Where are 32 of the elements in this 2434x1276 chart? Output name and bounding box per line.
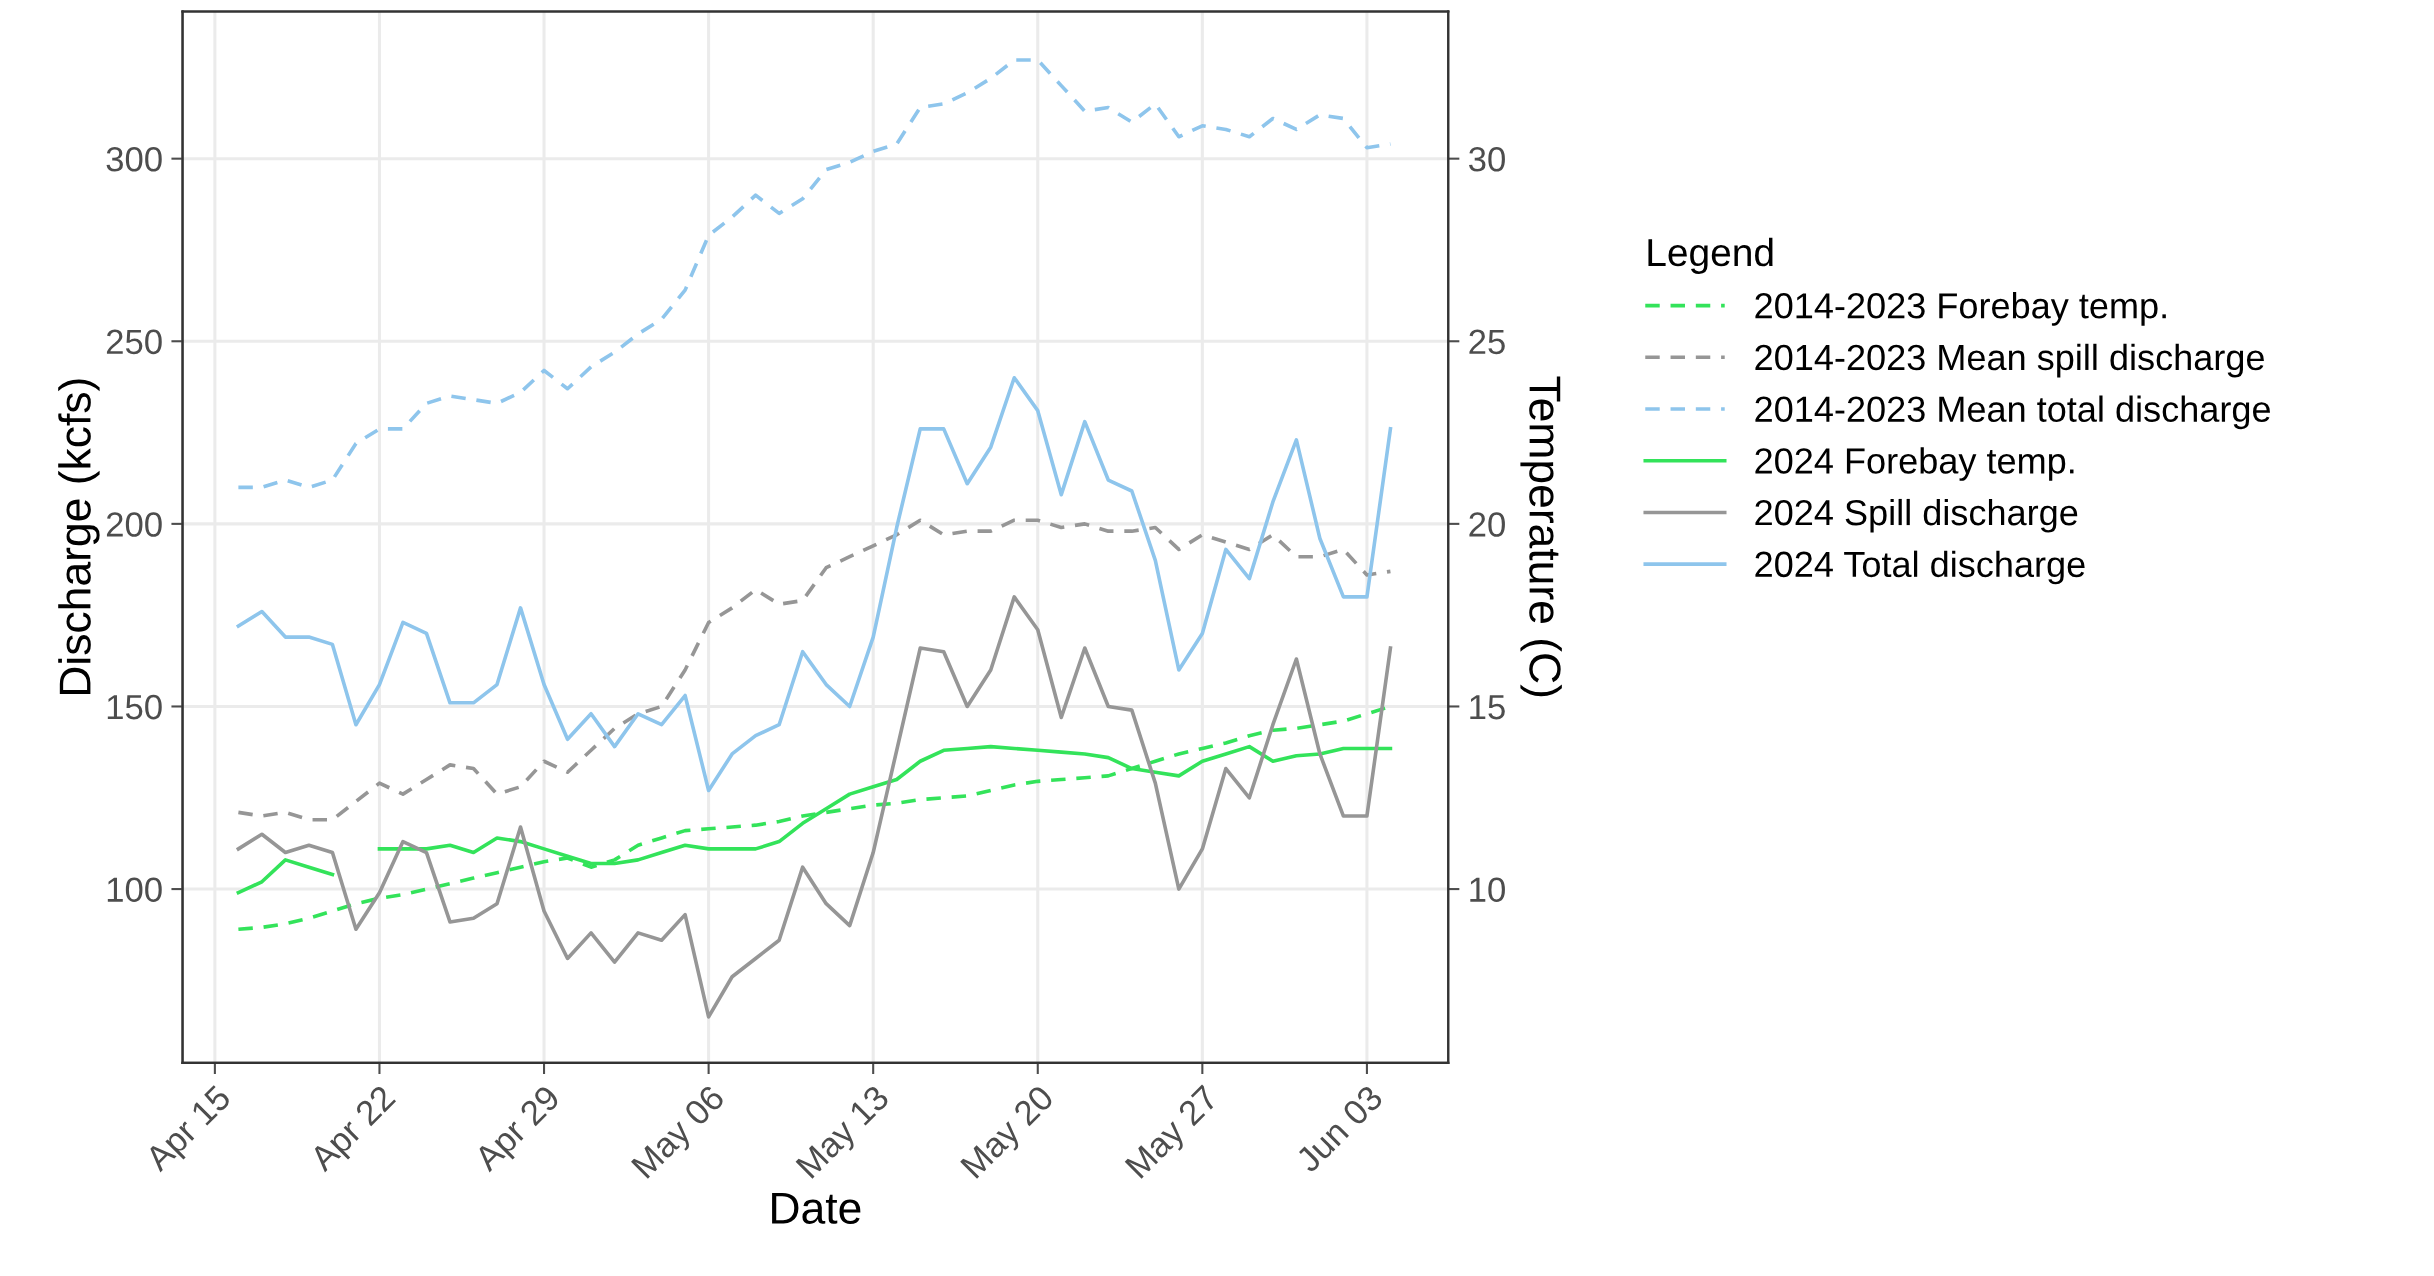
x-tick-label: Apr 29 bbox=[472, 1084, 566, 1178]
y2-axis-title: Temperature (C) bbox=[1520, 376, 1562, 697]
x-tick-label: May 20 bbox=[959, 1083, 1060, 1184]
line-series bbox=[236, 595, 1393, 1019]
y2-tick-label: 15 bbox=[1470, 695, 1505, 720]
legend-label: 2024 Total discharge bbox=[1755, 550, 2085, 585]
y2-tick-label: 30 bbox=[1469, 147, 1505, 172]
y-axis-title: Discharge (kcfs) bbox=[58, 379, 100, 695]
y2-tick-label: 10 bbox=[1470, 877, 1505, 902]
x-tick-label: Apr 22 bbox=[307, 1084, 402, 1178]
y-tick-label: 300 bbox=[106, 147, 162, 172]
y-tick-label: 250 bbox=[106, 329, 162, 355]
line-series bbox=[236, 518, 1393, 822]
y-tick-label: 150 bbox=[107, 694, 162, 720]
legend-title: Legend bbox=[1648, 237, 1773, 274]
line-series bbox=[236, 375, 1393, 793]
legend-label: 2014-2023 Mean spill discharge bbox=[1755, 343, 2264, 378]
y-tick-label: 200 bbox=[106, 512, 162, 537]
legend-label: 2024 Spill discharge bbox=[1755, 498, 2078, 533]
legend-label: 2014-2023 Mean total discharge bbox=[1755, 395, 2270, 430]
legend-label: 2014-2023 Forebay temp. bbox=[1755, 292, 2166, 326]
x-tick-label: May 13 bbox=[795, 1084, 895, 1184]
line-series bbox=[236, 58, 1393, 490]
x-tick-label: May 06 bbox=[630, 1084, 731, 1184]
y-tick-label: 100 bbox=[107, 877, 162, 902]
x-axis-title: Date bbox=[772, 1192, 861, 1224]
legend-label: 2024 Forebay temp. bbox=[1755, 447, 2074, 481]
x-tick-label: Apr 15 bbox=[143, 1084, 237, 1178]
y2-tick-label: 20 bbox=[1469, 512, 1505, 537]
y2-tick-label: 25 bbox=[1469, 329, 1505, 355]
x-tick-label: May 27 bbox=[1124, 1084, 1224, 1184]
x-tick-label: Jun 03 bbox=[1294, 1084, 1384, 1174]
